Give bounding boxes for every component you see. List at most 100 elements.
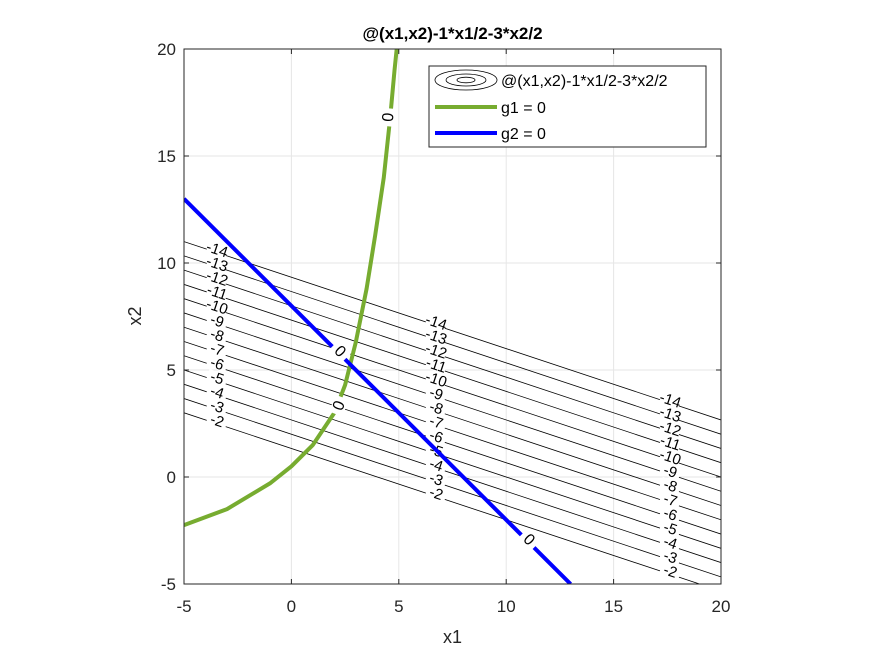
contour-label-group: -4 [424,455,448,476]
constraint-label-bg [329,394,349,417]
contour-label-group: -2 [424,484,448,504]
contour-line [184,298,721,478]
contour-label-group: -4 [659,533,682,553]
contour-label: -6 [661,504,679,524]
x-tick-label: 20 [712,597,731,616]
contour-label-bg [424,470,448,488]
contour-label-group: -9 [659,462,682,482]
contour-line [184,412,701,584]
contour-label: -8 [208,325,226,345]
legend-entry-g1: g1 = 0 [435,100,546,117]
legend-entry-g2: g2 = 0 [435,126,546,143]
axis-ticks: -5 0 5 10 15 20 -5 0 5 10 15 20 [157,40,730,616]
contour-label-bg [659,533,682,552]
contour-label-bg [424,384,448,403]
contour-label-group: -5 [659,519,682,539]
contour-label-group: -4 [205,382,229,403]
x-tick-label: -5 [176,597,191,616]
contour-label: -2 [427,484,445,504]
y-tick-label: 20 [157,40,176,59]
contour-line [184,369,721,549]
contour-label: -5 [208,368,226,388]
contour-line [184,241,721,421]
contour-label-group: -9 [424,384,448,404]
contour-label-bg [205,326,229,344]
contour-label: -7 [208,340,226,360]
constraint-label-bg [328,340,352,363]
contour-label-bg [659,519,682,538]
contour-label-bg [424,356,448,374]
contour-line [184,383,721,563]
contour-label-group: -7 [205,340,229,360]
contour-label: -6 [427,427,445,447]
legend-label-objective: @(x1,x2)-1*x1/2-3*x2/2 [501,73,668,90]
contour-line [184,312,721,492]
contour-label: -9 [427,384,445,404]
contour-label-bg [205,383,229,401]
contour-label-bg [205,411,229,430]
constraint-label-group: 0 [328,340,352,363]
plot-frame [183,48,722,585]
contour-label-bg [205,254,229,273]
y-axis-label: x2 [125,306,145,325]
contour-label-bg [659,419,682,438]
contour-line [184,341,721,521]
contour-label-group: -10 [423,368,449,391]
contour-label-group: -6 [205,354,229,374]
contour-label-bg [659,391,682,409]
contour-label-bg [659,405,682,424]
x-tick-label: 15 [604,597,623,616]
constraint-label: 0 [380,112,398,123]
contour-label-bg [424,370,448,389]
chart-title: @(x1,x2)-1*x1/2-3*x2/2 [362,24,542,43]
contour-line [184,269,721,449]
contour-label-group: -3 [205,397,229,417]
x-tick-label: 0 [287,597,296,616]
contour-label-bg [205,283,229,302]
contour-label-group: -2 [205,411,229,431]
contour-label-bg [205,240,229,259]
contour-label-bg [424,456,448,474]
contour-label-group: -8 [205,325,229,346]
contour-label-bg [424,327,448,346]
contour-label: -2 [208,411,226,431]
contour-label-bg [424,413,448,431]
constraint-label-bg [380,107,397,127]
contour-label: -8 [427,398,445,418]
contour-label: -8 [661,476,679,496]
contour-label-bg [424,341,448,360]
y-tick-label: 0 [167,468,176,487]
contour-label-bg [205,354,229,373]
contour-label-bg [205,269,229,287]
contour-label-bg [424,484,448,503]
contour-label-bg [659,548,682,566]
contour-label-bg [659,562,682,581]
contour-label: -2 [661,561,679,581]
contour-label-group: -3 [659,547,682,568]
contour-label-group: -11 [658,432,683,455]
contour-label-group: -2 [659,561,682,582]
contour-label: -9 [208,311,226,331]
contour-label: -4 [661,533,679,553]
y-tick-label: 15 [157,147,176,166]
contour-label-bg [205,397,229,416]
contour-label-bg [205,369,229,387]
contour-label: -3 [661,547,679,567]
contour-label: -5 [661,519,679,539]
contour-label-bg [659,448,682,466]
contour-label-group: -8 [659,476,682,496]
contour-label: -3 [427,469,445,489]
contour-label-group: -14 [423,311,449,334]
legend: @(x1,x2)-1*x1/2-3*x2/2 g1 = 0 g2 = 0 [428,65,707,148]
legend-label-g2: g2 = 0 [501,126,546,143]
contour-label-group: -7 [424,412,448,433]
contour-label-group: -7 [659,490,682,510]
contour-label-bg [424,427,448,446]
contour-line [184,284,721,464]
x-tick-label: 10 [497,597,516,616]
contour-label-group: -9 [205,311,229,331]
legend-entry-objective: @(x1,x2)-1*x1/2-3*x2/2 [434,69,668,91]
constraint-label-bg [517,528,541,552]
contour-label-group: -5 [205,368,229,388]
